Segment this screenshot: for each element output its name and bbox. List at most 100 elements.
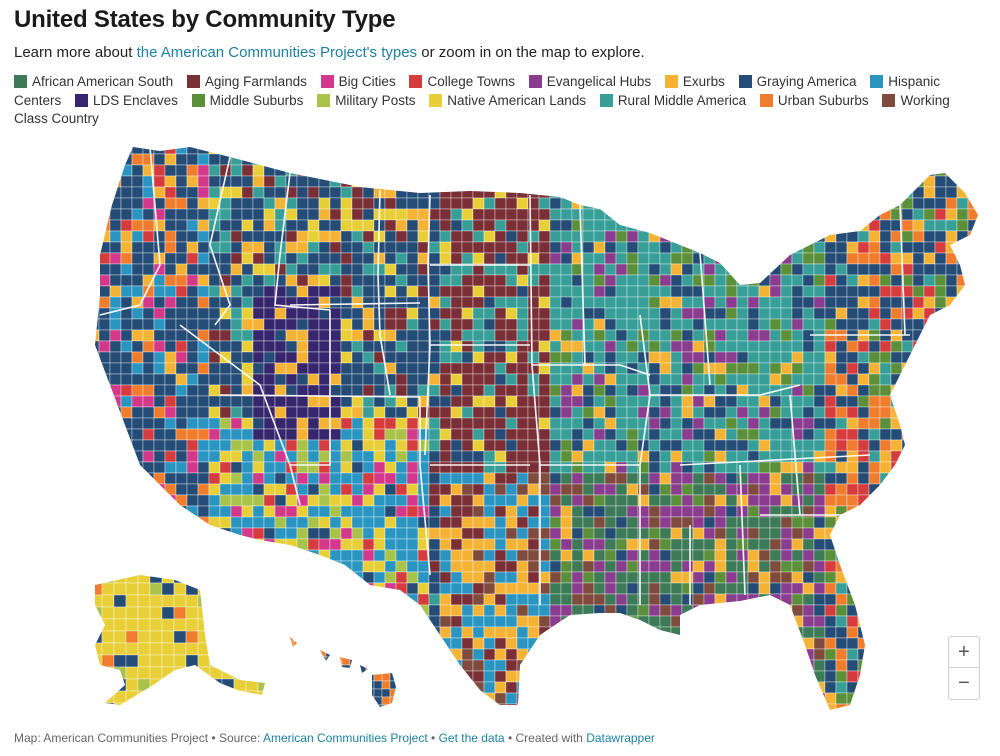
county-cell <box>505 670 518 683</box>
county-cell <box>98 439 111 452</box>
county-cell <box>736 373 749 386</box>
county-cell <box>417 483 430 496</box>
county-cell <box>428 252 441 265</box>
county-cell <box>293 656 303 666</box>
county-cell <box>395 681 408 694</box>
county-cell <box>428 147 441 155</box>
county-cell <box>285 274 298 287</box>
county-cell <box>725 637 738 650</box>
county-cell <box>747 527 760 540</box>
county-cell <box>901 626 914 639</box>
county-cell <box>472 549 485 562</box>
county-cell <box>263 384 276 397</box>
county-cell <box>615 230 628 243</box>
county-cell <box>483 615 496 628</box>
county-cell <box>274 362 287 375</box>
county-cell <box>301 672 311 682</box>
county-cell <box>802 461 815 474</box>
county-cell <box>967 703 978 710</box>
community-types-link[interactable]: the American Communities Project's types <box>136 44 418 61</box>
county-cell <box>670 681 683 694</box>
county-cell <box>670 461 683 474</box>
county-cell <box>95 450 100 463</box>
county-cell <box>494 230 507 243</box>
county-cell <box>571 516 584 529</box>
county-cell <box>681 241 694 254</box>
county-cell <box>109 318 122 331</box>
county-cell <box>736 406 749 419</box>
county-cell <box>101 582 115 596</box>
county-cell <box>912 582 925 595</box>
minus-icon[interactable]: − <box>958 672 970 694</box>
county-cell <box>461 527 474 540</box>
county-cell <box>450 615 463 628</box>
legend-label: Working Class Country <box>14 92 950 127</box>
county-cell <box>868 439 881 452</box>
county-cell <box>252 153 265 166</box>
county-cell <box>164 505 177 518</box>
datawrapper-link[interactable]: Datawrapper <box>586 731 655 745</box>
county-cell <box>109 329 122 342</box>
county-cell <box>604 175 617 188</box>
county-cell <box>472 285 485 298</box>
us-county-map[interactable] <box>0 135 1000 725</box>
county-cell <box>670 329 683 342</box>
county-cell <box>439 582 452 595</box>
county-cell <box>615 373 628 386</box>
county-cell <box>197 678 211 692</box>
county-cell <box>813 648 826 661</box>
county-cell <box>923 439 936 452</box>
county-cell <box>956 208 969 221</box>
county-cell <box>233 654 247 668</box>
county-cell <box>230 153 243 166</box>
county-cell <box>142 153 155 166</box>
county-cell <box>670 175 683 188</box>
county-cell <box>538 648 551 661</box>
county-cell <box>571 461 584 474</box>
county-cell <box>406 560 419 573</box>
county-cell <box>98 538 111 551</box>
county-cell <box>318 186 331 199</box>
legend-label: Hispanic Centers <box>14 74 941 108</box>
county-cell <box>802 615 815 628</box>
county-cell <box>98 186 111 199</box>
county-cell <box>703 147 716 155</box>
county-cell <box>516 175 529 188</box>
county-cell <box>505 417 518 430</box>
county-cell <box>296 461 309 474</box>
county-cell <box>153 351 166 364</box>
county-cell <box>153 340 166 353</box>
county-cell <box>626 615 639 628</box>
county-cell <box>384 175 397 188</box>
county-cell <box>285 147 298 155</box>
county-cell <box>890 351 903 364</box>
get-data-link[interactable]: Get the data <box>438 731 505 745</box>
county-cell <box>692 340 705 353</box>
source-link[interactable]: American Communities Project <box>262 731 428 745</box>
county-cell <box>351 186 364 199</box>
county-cell <box>516 637 529 650</box>
county-cell <box>351 340 364 353</box>
county-cell <box>95 208 100 221</box>
county-cell <box>549 472 562 485</box>
county-cell <box>769 307 782 320</box>
county-cell <box>549 483 562 496</box>
county-cell <box>890 318 903 331</box>
county-cell <box>879 439 892 452</box>
county-cell <box>857 516 870 529</box>
county-cell <box>439 637 452 650</box>
map-area[interactable] <box>0 135 1000 725</box>
county-cell <box>769 626 782 639</box>
county-cell <box>120 351 133 364</box>
county-cell <box>791 329 804 342</box>
county-cell <box>791 538 804 551</box>
county-cell <box>791 494 804 507</box>
county-cell <box>979 374 990 385</box>
county-cell <box>725 208 738 221</box>
plus-icon[interactable]: + <box>949 637 979 668</box>
county-cell <box>868 186 881 199</box>
county-cell <box>439 538 452 551</box>
county-cell <box>263 197 276 210</box>
county-cell <box>560 560 573 573</box>
county-cell <box>538 307 551 320</box>
